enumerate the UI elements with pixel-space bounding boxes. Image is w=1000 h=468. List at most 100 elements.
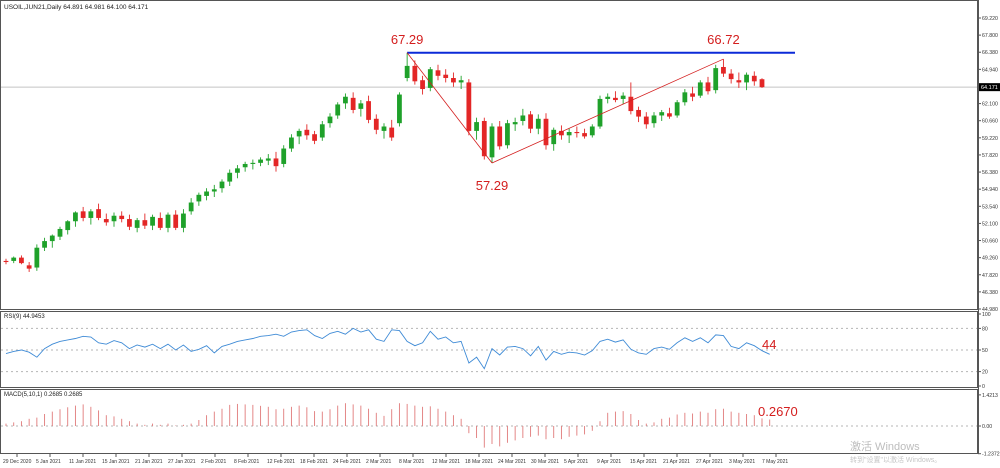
- date-tick-label: 29 Dec 2020: [3, 459, 32, 465]
- rsi-tick-label: 80: [982, 326, 988, 332]
- candle-body-down: [412, 65, 418, 82]
- price-tick-label: 44.980: [982, 307, 998, 313]
- date-tick-label: 21 Jan 2021: [135, 459, 163, 465]
- candle-body-down: [736, 80, 742, 83]
- candle-body-up: [404, 65, 410, 79]
- candle-body-up: [489, 126, 495, 158]
- date-tick-label: 27 Jan 2021: [168, 459, 196, 465]
- trend-drawings: [406, 51, 795, 164]
- trend-line-up: [491, 58, 724, 164]
- windows-watermark-subtitle: 转到"设置"以激活 Windows。: [850, 455, 941, 464]
- macd-tick-label: 1.4213: [982, 393, 998, 399]
- rsi-tick-label: 50: [982, 348, 988, 354]
- candle-body-down: [389, 127, 395, 138]
- candle-body-up: [358, 103, 364, 109]
- price-tick-label: 49.260: [982, 256, 998, 262]
- candle-body-up: [65, 221, 71, 231]
- price-tag-background: [979, 83, 1000, 92]
- date-tick-label: 11 Jan 2021: [69, 459, 96, 465]
- rsi-axis: 100 80 50 20 0: [978, 312, 991, 390]
- candle-body-up: [57, 228, 63, 237]
- price-tick-label: 59.220: [982, 136, 998, 142]
- price-tick-label: 69.220: [982, 16, 998, 22]
- price-tag-value: 64.171: [981, 85, 998, 91]
- candle-body-up: [697, 82, 703, 96]
- price-tick-label: 57.820: [982, 153, 998, 159]
- candle-body-down: [690, 93, 695, 97]
- candle-body-up: [520, 115, 526, 121]
- date-tick-label: 18 Feb 2021: [300, 459, 328, 465]
- price-tick-label: 50.660: [982, 239, 998, 245]
- candle-body-down: [751, 75, 757, 82]
- windows-watermark-title: 激活 Windows: [850, 439, 920, 453]
- rsi-tick-label: 20: [982, 370, 988, 376]
- date-tick-label: 12 Feb 2021: [267, 459, 295, 465]
- candle-body-down: [273, 158, 279, 167]
- macd-panel-frame: [0, 389, 978, 454]
- symbol-header: USOIL,JUN21,Daily 64.891 64.981 64.100 6…: [4, 4, 149, 11]
- candle-body-down: [157, 217, 163, 228]
- candle-body-up: [42, 241, 47, 248]
- candle-body-up: [289, 137, 294, 149]
- date-tick-label: 30 Mar 2021: [531, 459, 559, 465]
- candle-body-up: [204, 191, 209, 196]
- candle-body-up: [589, 126, 595, 136]
- date-tick-label: 21 Apr 2021: [663, 459, 690, 465]
- price-tick-label: 60.660: [982, 119, 998, 125]
- candle-body-up: [566, 132, 572, 136]
- candle-body-up: [11, 257, 17, 261]
- annotation-high-1: 67.29: [391, 32, 424, 47]
- candle-body-down: [312, 134, 317, 141]
- price-tick-label: 66.380: [982, 50, 998, 56]
- date-tick-label: 8 Mar 2021: [399, 459, 425, 465]
- candle-body-down: [497, 126, 503, 147]
- candle-body-up: [659, 112, 665, 116]
- candle-body-up: [512, 122, 518, 125]
- date-tick-label: 5 Apr 2021: [564, 459, 588, 465]
- candle-body-down: [366, 101, 371, 120]
- macd-tick-label: -1.2372: [982, 452, 1000, 458]
- candle-body-up: [327, 116, 333, 124]
- annotation-low: 57.29: [476, 178, 509, 193]
- candle-body-down: [574, 132, 580, 134]
- date-tick-label: 2 Mar 2021: [366, 459, 392, 465]
- candle-body-up: [605, 96, 611, 99]
- candle-body-up: [427, 69, 433, 88]
- macd-axis: 1.4213 0.00 -1.2372: [978, 393, 1000, 458]
- candle-body-up: [188, 202, 194, 212]
- candle-body-down: [103, 219, 109, 223]
- date-tick-label: 24 Mar 2021: [498, 459, 526, 465]
- candle-body-down: [543, 118, 549, 146]
- candle-body-up: [319, 124, 325, 138]
- candle-body-down: [373, 118, 379, 130]
- candle-body-up: [458, 80, 464, 83]
- candle-body-down: [350, 97, 356, 110]
- candle-body-down: [26, 265, 32, 269]
- date-tick-label: 7 May 2021: [762, 459, 788, 465]
- candle-body-up: [134, 220, 140, 228]
- price-tick-label: 67.800: [982, 33, 998, 39]
- candle-body-up: [265, 158, 271, 161]
- candlesticks: [3, 52, 765, 272]
- date-axis: 29 Dec 2020 5 Jan 2021 11 Jan 2021 15 Jan 2…: [3, 454, 788, 465]
- date-tick-label: 5 Jan 2021: [36, 459, 61, 465]
- annotation-rsi-value: 44: [762, 337, 776, 352]
- price-tick-label: 56.380: [982, 170, 998, 176]
- candle-body-down: [613, 97, 618, 101]
- candle-body-up: [235, 168, 240, 173]
- trend-line-down: [406, 52, 493, 164]
- price-tick-label: 47.820: [982, 273, 998, 279]
- candle-body-up: [49, 235, 55, 242]
- rsi-reference-lines: [1, 327, 977, 373]
- candle-body-up: [397, 94, 402, 124]
- candle-body-down: [19, 257, 24, 264]
- candle-body-down: [127, 219, 132, 227]
- candle-body-up: [88, 211, 94, 218]
- candle-body-down: [728, 73, 734, 80]
- candle-body-up: [258, 159, 263, 163]
- candle-body-up: [181, 213, 186, 228]
- rsi-header: RSI(9) 44.9453: [4, 314, 45, 320]
- candle-body-down: [443, 74, 449, 79]
- date-tick-label: 15 Jan 2021: [102, 459, 130, 465]
